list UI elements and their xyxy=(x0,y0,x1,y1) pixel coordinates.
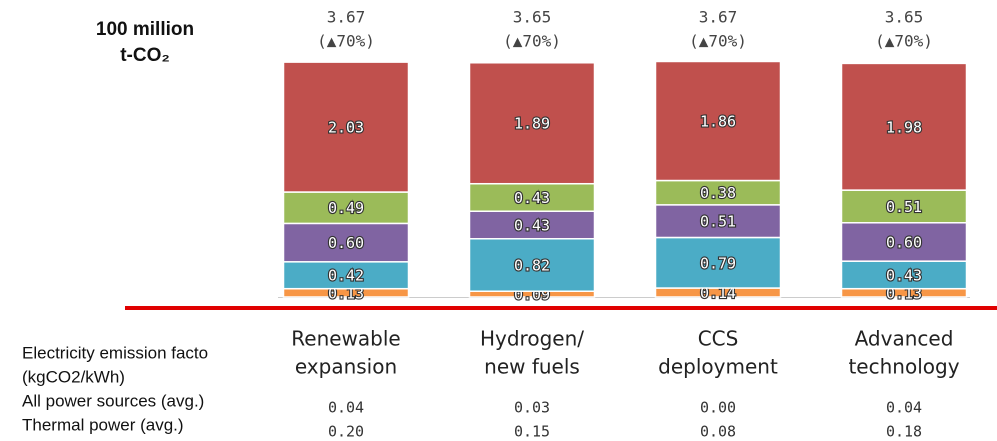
total-label: 3.67 xyxy=(699,8,738,27)
table-row-label: All power sources (avg.) xyxy=(22,391,204,410)
segment-label: 1.89 xyxy=(514,115,550,133)
segment-label: 0.43 xyxy=(514,189,550,207)
bar-segment xyxy=(654,60,782,182)
category-label: CCS xyxy=(698,327,739,351)
table-value: 0.18 xyxy=(886,423,922,441)
segment-label: 1.86 xyxy=(700,113,736,131)
category-label: expansion xyxy=(295,355,397,379)
table-row-label: Thermal power (avg.) xyxy=(22,415,184,434)
table-value: 0.20 xyxy=(328,423,364,441)
table-value: 0.03 xyxy=(514,399,550,417)
table-value: 0.04 xyxy=(886,399,922,417)
bar-segment xyxy=(468,210,596,240)
total-note: (▲70%) xyxy=(503,32,561,51)
total-label: 3.65 xyxy=(885,8,924,27)
segment-label: 0.43 xyxy=(514,217,550,235)
bar-segment xyxy=(654,204,782,239)
segment-label: 0.38 xyxy=(700,184,736,202)
table-title: Electricity emission facto xyxy=(22,343,208,362)
segment-label: 0.51 xyxy=(886,198,922,216)
category-label: deployment xyxy=(658,355,778,379)
segment-label: 0.51 xyxy=(700,213,736,231)
bar-segment xyxy=(282,61,410,193)
bar-segment xyxy=(840,222,968,262)
total-label: 3.67 xyxy=(327,8,366,27)
segment-label: 0.79 xyxy=(700,254,736,272)
y-axis-label: t-CO₂ xyxy=(120,45,170,66)
segment-label: 0.60 xyxy=(886,233,922,251)
segment-label: 0.60 xyxy=(328,234,364,252)
table-unit: (kgCO2/kWh) xyxy=(22,367,125,386)
total-note: (▲70%) xyxy=(689,32,747,51)
total-label: 3.65 xyxy=(513,8,552,27)
total-note: (▲70%) xyxy=(317,32,375,51)
bar-segment xyxy=(282,222,410,263)
table-value: 0.15 xyxy=(514,423,550,441)
category-label: Advanced xyxy=(855,327,954,351)
category-label: Renewable xyxy=(291,327,400,351)
category-label: Hydrogen/ xyxy=(480,327,584,351)
table-value: 0.04 xyxy=(328,399,364,417)
segment-label: 0.43 xyxy=(886,266,922,284)
bar-segment xyxy=(468,182,596,212)
category-label: technology xyxy=(848,355,959,379)
segment-label: 0.42 xyxy=(328,267,364,285)
bar-segment xyxy=(282,191,410,225)
y-axis-label: 100 million xyxy=(96,19,194,40)
total-note: (▲70%) xyxy=(875,32,933,51)
category-label: new fuels xyxy=(484,355,580,379)
bar-segment xyxy=(840,62,968,191)
segment-label: 1.98 xyxy=(886,118,922,136)
segment-label: 0.82 xyxy=(514,257,550,275)
bar-segment xyxy=(282,261,410,290)
bar-segment xyxy=(654,236,782,289)
table-value: 0.08 xyxy=(700,423,736,441)
table-value: 0.00 xyxy=(700,399,736,417)
segment-label: 0.49 xyxy=(328,199,364,217)
bar-segment xyxy=(840,189,968,224)
bar-segment xyxy=(468,238,596,292)
bar-segment xyxy=(468,62,596,185)
segment-label: 2.03 xyxy=(328,119,364,137)
